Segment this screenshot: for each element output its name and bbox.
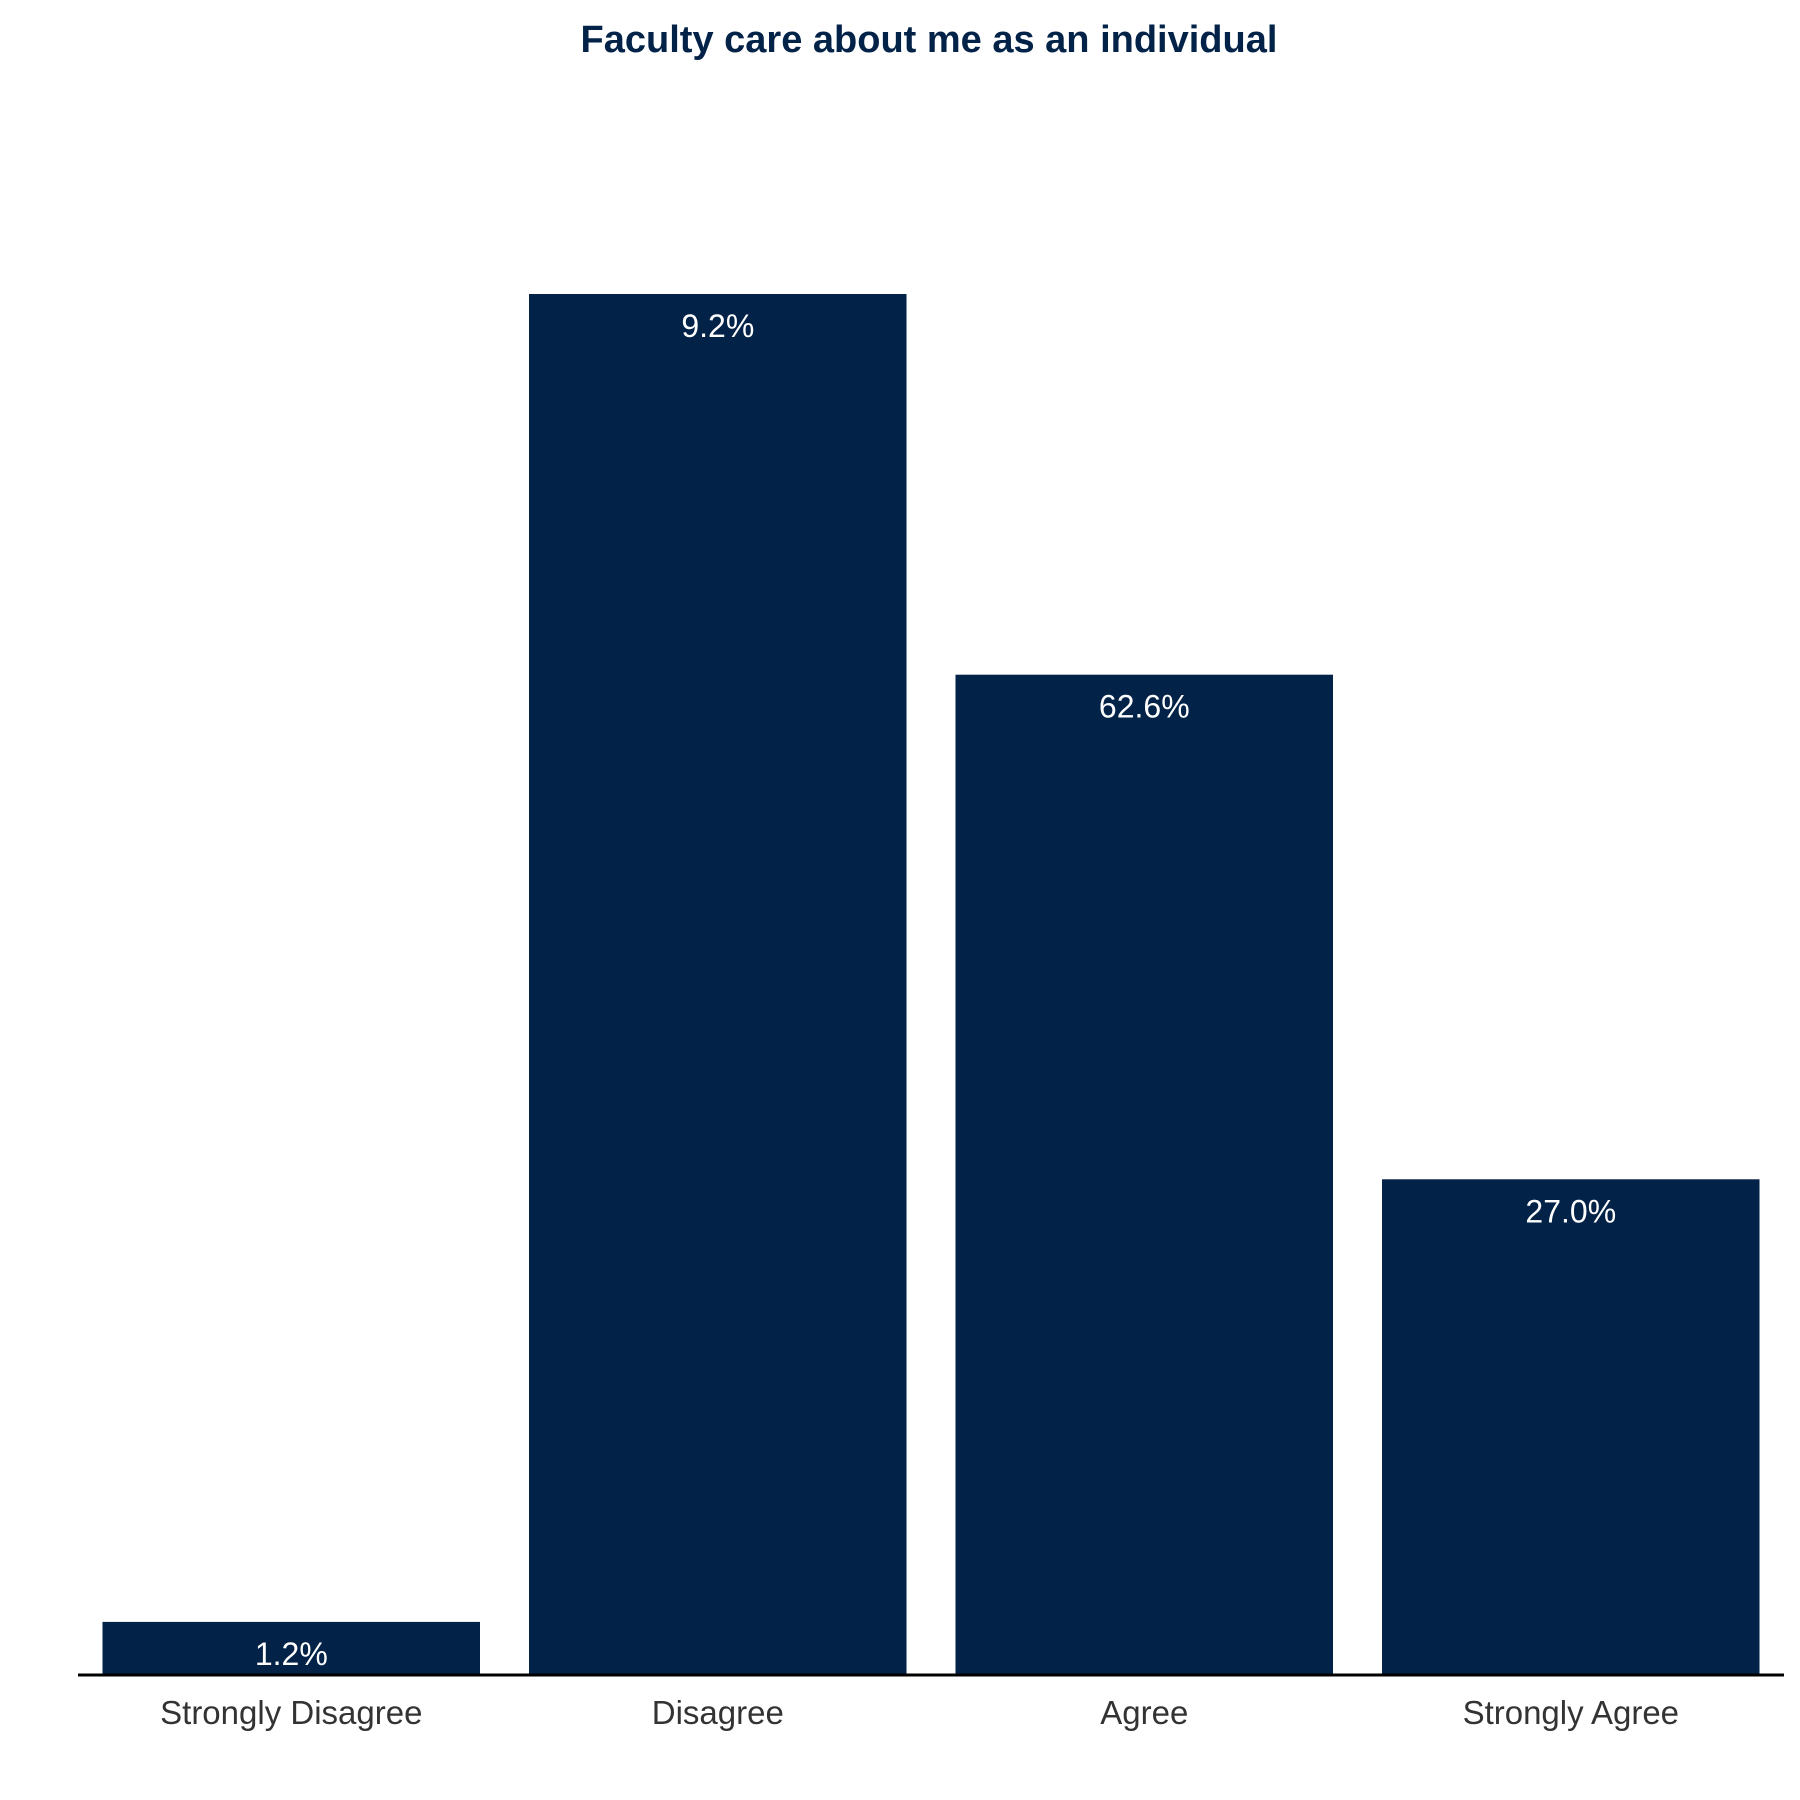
bar-disagree (529, 294, 907, 1675)
bar-strongly-agree (1382, 1179, 1760, 1675)
x-tick-label: Strongly Agree (1463, 1694, 1679, 1731)
data-label: 62.6% (1099, 689, 1190, 725)
data-label: 1.2% (255, 1636, 328, 1672)
bars-group: 1.2% Strongly Disagree 9.2% Disagree 62.6% Ag… (102, 294, 1760, 1731)
bar-strongly-disagree (102, 1621, 480, 1675)
x-tick-label: Strongly Disagree (160, 1694, 422, 1731)
data-label: 9.2% (681, 308, 754, 344)
x-tick-label: Disagree (652, 1694, 784, 1731)
data-label: 27.0% (1525, 1193, 1616, 1229)
x-tick-label: Agree (1100, 1694, 1188, 1731)
bar-agree (955, 674, 1333, 1675)
chart-title: Faculty care about me as an individual (581, 19, 1278, 61)
